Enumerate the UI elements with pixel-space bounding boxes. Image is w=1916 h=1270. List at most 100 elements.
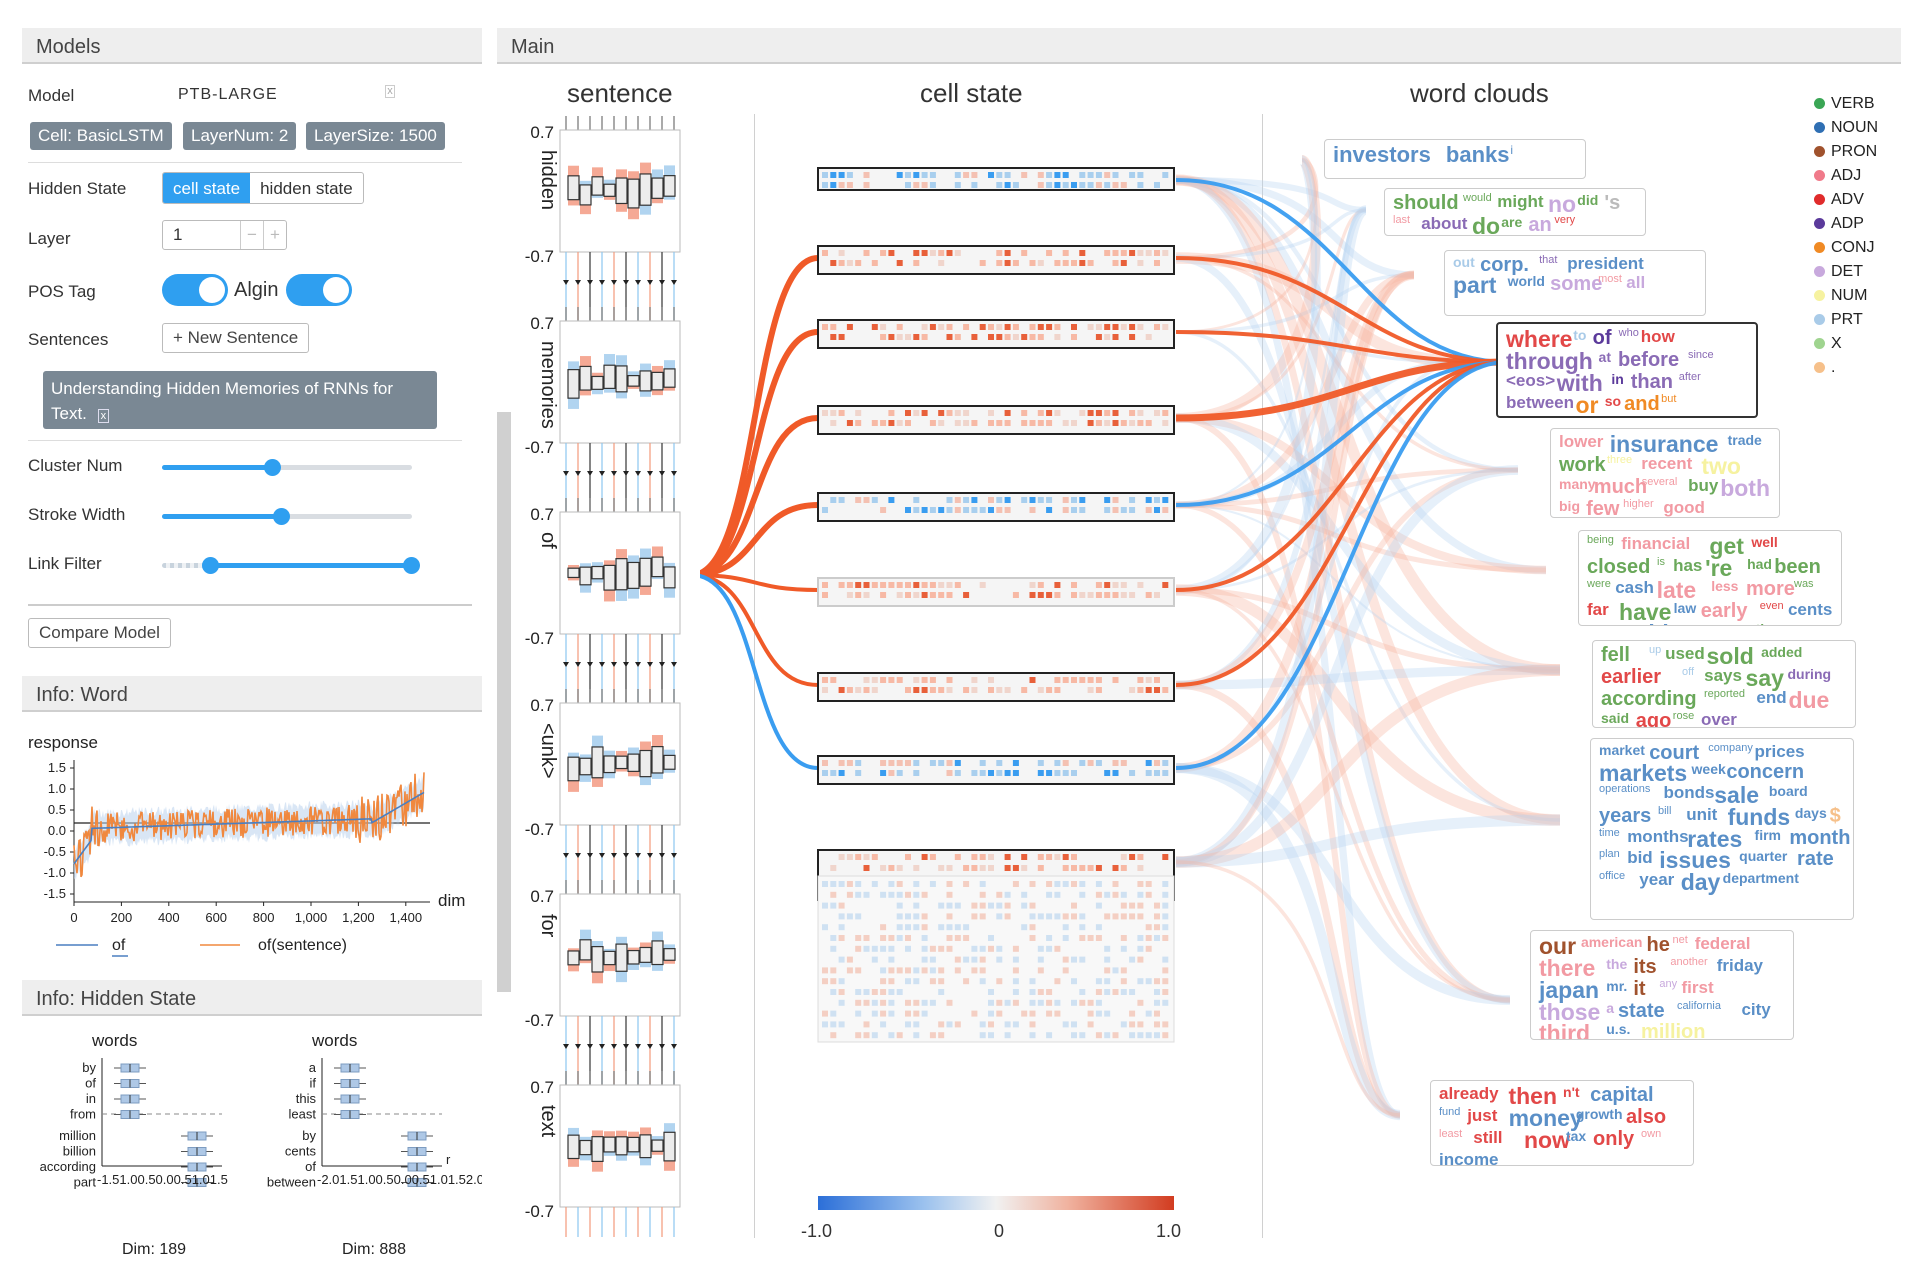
cell-state-row[interactable] [817,755,1175,785]
response-xtick: 800 [253,910,275,925]
link-filter-fill [210,563,412,568]
boxplot-word: million [59,1128,96,1143]
pos-color-icon [1814,362,1825,373]
cell-state-row[interactable] [817,405,1175,435]
layer-label: Layer [28,229,71,248]
pos-color-icon [1814,314,1825,325]
pos-color-icon [1814,290,1825,301]
cell-state-row[interactable] [817,167,1175,191]
cloud-word: american [1580,934,1643,950]
cloud-word: bonds [1663,782,1715,802]
cloud-word: a [1606,999,1615,1016]
link-filter-max-knob[interactable] [403,557,420,574]
model-icon[interactable]: x [385,85,395,98]
cloud-word: then [1508,1083,1557,1109]
pos-legend-item[interactable]: NUM [1814,287,1867,305]
sentence-bottom-tick: -0.7 [525,1011,554,1030]
word-cloud-9[interactable]: already then n't capital fund just money growth… [1430,1080,1694,1166]
pos-legend-item[interactable]: PRON [1814,143,1877,161]
cloud-word: fell [1601,644,1630,666]
word-cloud-6[interactable]: fell up used sold added earlier off says say duri… [1592,640,1856,728]
sentence-tag[interactable]: Understanding Hidden Memories of RNNs fo… [43,371,437,429]
hidden-state-boxplots: wordsbyofinfrommillionbillionaccordingpa… [40,1031,482,1258]
boxplot-word: cents [285,1144,317,1159]
colorbar [818,1196,1174,1210]
cloud-word: even [1759,599,1784,612]
boxplot-word: billion [63,1144,96,1159]
word-cloud-5[interactable]: being financial get well closed is has're had be… [1578,530,1842,626]
pos-legend-item[interactable]: . [1814,359,1835,377]
cloud-word: unit [1686,804,1718,824]
cloud-word: quarter [1739,848,1788,865]
hidden-state-toggle[interactable]: cell state hidden state [162,172,364,204]
cluster-num-track[interactable] [162,465,412,470]
layer-value[interactable]: 1 [163,221,241,249]
sentence-bottom-tick: -0.7 [525,438,554,457]
pos-label: ADP [1831,215,1864,232]
cloud-word: growth [1575,1105,1623,1122]
word-cloud-2[interactable]: out corp. that president part world some most al… [1444,250,1706,316]
scrollbar[interactable] [497,412,511,992]
sentence-bottom-tick: -0.7 [525,820,554,839]
word-cloud-3[interactable]: where to of who how through at before since <eos>… [1496,322,1758,418]
response-xtick: 1,200 [342,910,375,925]
word-cloud-1[interactable]: should would might no did 's last about do are an v… [1384,188,1646,236]
pos-legend-item[interactable]: VERB [1814,95,1875,113]
cloud-word: late [1656,576,1697,603]
pos-legend-item[interactable]: DET [1814,263,1863,281]
stroke-width-label: Stroke Width [28,505,126,524]
cloud-word: u.s. [1606,1021,1631,1038]
sentence-word-label: <unk> [537,723,559,779]
word-cloud-8[interactable]: our american he net federal there the its anothe… [1530,930,1794,1040]
word-cloud-7[interactable]: market court company prices markets week conce… [1590,738,1854,920]
cloud-word: up [1649,644,1662,656]
cloud-word: $ [1829,804,1841,827]
algin-toggle[interactable] [286,274,352,306]
pos-label: NOUN [1831,119,1879,136]
boxplot-dim[interactable]: Dim: 189 [122,1241,186,1258]
cell-state-cluster-grid[interactable] [817,875,1175,1043]
pos-legend-item[interactable]: X [1814,335,1842,353]
boxplot-word: according [40,1159,96,1174]
cloud-word: two [1701,452,1741,479]
layer-plus-button[interactable]: + [269,225,280,244]
pos-legend-item[interactable]: ADV [1814,191,1864,209]
pos-legend-item[interactable]: ADP [1814,215,1864,233]
pos-legend-item[interactable]: ADJ [1814,167,1861,185]
compare-model-button[interactable]: Compare Model [28,618,171,648]
response-xtick: 200 [111,910,133,925]
boxplot-dim[interactable]: Dim: 888 [342,1241,406,1258]
response-xtick: 600 [205,910,227,925]
cell-state-row[interactable] [817,577,1175,607]
cloud-word: n't [1563,1084,1580,1100]
pos-legend-item[interactable]: NOUN [1814,119,1878,137]
cell-state-option[interactable]: cell state [163,173,251,203]
cloud-word: rate [1797,848,1834,871]
cluster-num-knob[interactable] [264,459,281,476]
cloud-word: are [1501,213,1523,230]
cell-state-row[interactable] [817,245,1175,275]
model-value[interactable]: PTB-LARGE [178,86,278,103]
link-filter-min-knob[interactable] [202,557,219,574]
sentence-remove-icon[interactable]: x [97,409,110,423]
boxplot-word: a [309,1060,317,1075]
layer-stepper[interactable]: 1 − + [162,220,287,250]
word-cloud-0[interactable]: investors banks i [1324,139,1586,179]
cloud-word: since [1687,348,1714,361]
cloud-word: were [1587,577,1611,590]
cloud-word: its [1633,955,1657,978]
cell-state-row[interactable] [817,672,1175,702]
boxplot-word: part [74,1175,97,1190]
pos-legend-item[interactable]: PRT [1814,311,1863,329]
cell-state-row[interactable] [817,492,1175,522]
cloud-word: through [1506,347,1593,374]
cell-state-row[interactable] [817,319,1175,349]
hidden-state-option[interactable]: hidden state [260,179,353,198]
new-sentence-button[interactable]: + New Sentence [162,323,310,353]
stroke-width-knob[interactable] [273,508,290,525]
pos-tag-toggle[interactable] [162,274,228,306]
pos-legend-item[interactable]: CONJ [1814,239,1875,257]
word-cloud-4[interactable]: lower insurance trade work three recent two man… [1550,428,1780,518]
layer-minus-button[interactable]: − [241,221,264,249]
legend-of: of [112,937,126,954]
